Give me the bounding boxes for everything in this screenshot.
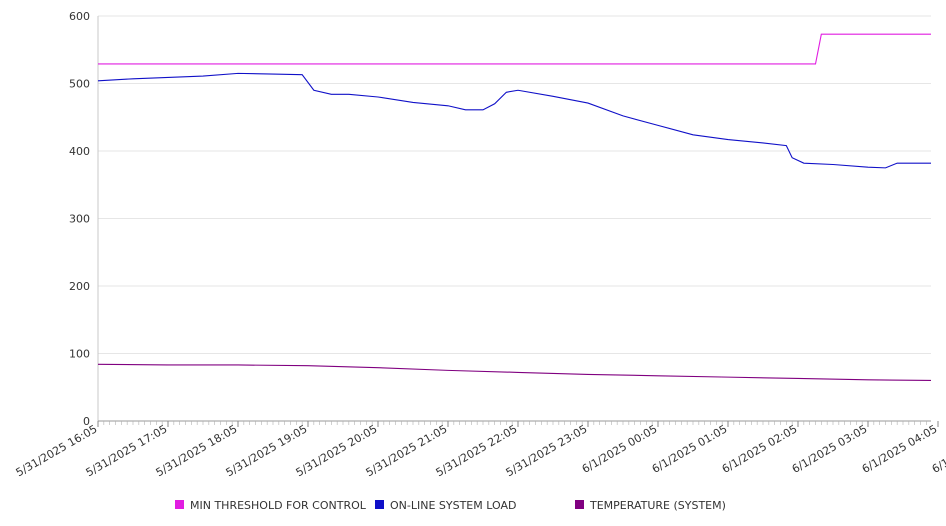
legend-swatch [375, 500, 384, 509]
y-tick-label: 600 [69, 10, 90, 23]
series-line-0 [98, 33, 931, 65]
x-tick-label: 6/1/2025 03:05 [790, 422, 870, 476]
x-tick-label: 6/1/2025 00:05 [580, 422, 660, 476]
x-tick-label: 6/1/2025 01:05 [650, 422, 730, 476]
legend-label: TEMPERATURE (SYSTEM) [589, 499, 726, 512]
legend-swatch [175, 500, 184, 509]
legend-label: MIN THRESHOLD FOR CONTROL [190, 499, 367, 512]
series-lines [98, 33, 931, 381]
legend-label: ON-LINE SYSTEM LOAD [390, 499, 516, 512]
y-tick-label: 200 [69, 280, 90, 293]
series-line-1 [98, 72, 931, 169]
x-tick-label: 6/1/2025 04:05 [860, 422, 940, 476]
y-tick-label: 100 [69, 348, 90, 361]
y-tick-label: 400 [69, 145, 90, 158]
y-axis-tick-labels: 0 100 200 300 400 500 600 [69, 10, 90, 428]
axes [97, 16, 931, 425]
series-line-2 [98, 363, 931, 381]
x-tick-label: 6/1/2025 02:05 [720, 422, 800, 476]
legend-swatch [575, 500, 584, 509]
y-tick-label: 0 [83, 415, 90, 428]
y-gridlines [98, 15, 931, 422]
legend: MIN THRESHOLD FOR CONTROL ON-LINE SYSTEM … [175, 499, 726, 512]
y-tick-label: 300 [69, 213, 90, 226]
y-tick-label: 500 [69, 78, 90, 91]
x-axis-tick-labels: 5/31/2025 16:055/31/2025 17:055/31/2025 … [14, 421, 946, 479]
